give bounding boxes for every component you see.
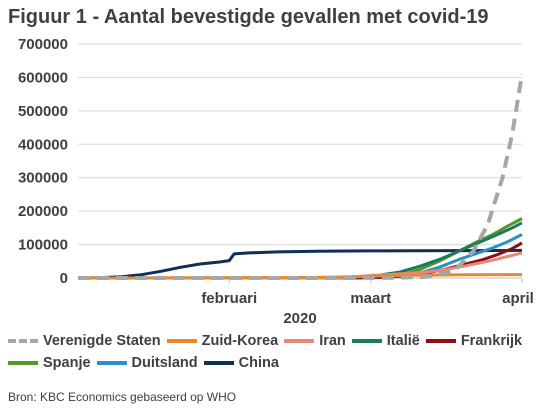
x-tick-label: februari [201,290,257,307]
legend-row: Verenigde Staten Zuid-Korea Iran Italië Fran… [8,330,538,352]
legend-item: Italië [351,333,420,349]
y-tick-label: 400000 [18,136,68,153]
legend-item: Iran [284,333,346,349]
y-axis: 0 100000 200000 300000 400000 500000 600000 700… [18,36,68,287]
legend-swatch [203,361,234,365]
legend: Verenigde Staten Zuid-Korea Iran Italië Fran… [8,330,538,374]
x-tick-label: april [502,290,534,307]
legend-label: Verenigde Staten [43,333,161,349]
gridlines [78,43,522,246]
legend-item: Spanje [8,355,91,371]
series-line-duitsland [78,233,523,280]
y-tick-label: 200000 [18,203,68,220]
legend-swatch [351,339,382,343]
source-note: Bron: KBC Economics gebaseerd op WHO [8,390,237,404]
legend-label: Duitsland [131,355,198,371]
legend-row: Spanje Duitsland China [8,352,538,374]
legend-item: Frankrijk [425,333,523,349]
legend-swatch [96,361,127,365]
series-line-china [77,248,523,280]
y-tick-label: 700000 [18,36,68,53]
y-tick-label: 500000 [18,103,68,120]
legend-label: Frankrijk [460,333,523,349]
y-tick-label: 100000 [18,237,68,254]
series-line-verenigde-staten [78,73,524,280]
legend-label: China [238,355,279,371]
legend-item: China [203,355,279,371]
legend-label: Spanje [43,355,91,371]
series-lines [77,73,524,280]
legend-label: Iran [319,333,346,349]
chart-title: Figuur 1 - Aantal bevestigde gevallen me… [8,6,489,28]
legend-swatch [166,339,197,343]
legend-item: Verenigde Staten [8,333,161,349]
legend-label: Italië [386,333,420,349]
legend-item: Zuid-Korea [166,333,279,349]
legend-label: Zuid-Korea [201,333,279,349]
y-tick-label: 600000 [18,69,68,86]
y-tick-label: 0 [60,270,68,287]
x-axis: februari maart april [78,277,534,307]
x-tick-label: maart [350,290,391,307]
legend-item: Duitsland [96,355,198,371]
legend-swatch [284,339,315,343]
x-axis-label: 2020 [283,310,316,327]
legend-swatch [425,339,456,343]
line-chart: 0 100000 200000 300000 400000 500000 600000 700… [18,36,534,327]
legend-swatch [8,361,38,365]
legend-swatch [8,339,38,343]
y-tick-label: 300000 [18,170,68,187]
